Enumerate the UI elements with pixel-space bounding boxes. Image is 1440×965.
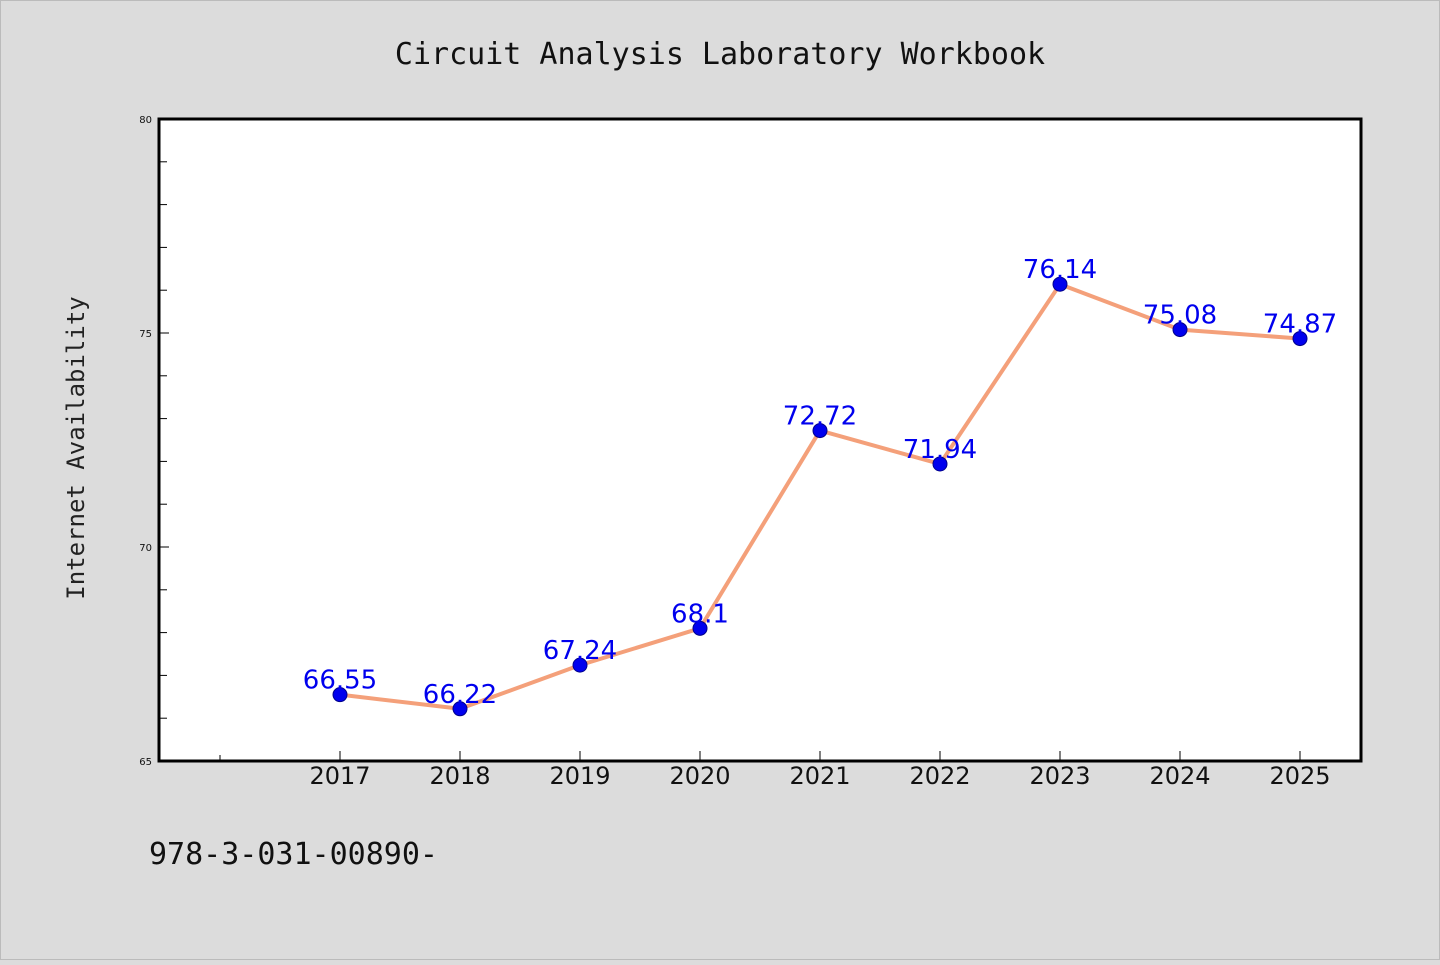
x-tick-label: 2024	[1149, 762, 1210, 790]
data-label: 71.94	[903, 435, 977, 465]
x-tick-label: 2025	[1269, 762, 1330, 790]
series-layer: 66.55 66.22 67.24 68.1 72.72 71.94 76.14 75.08 7…	[303, 255, 1337, 717]
y-tick-label: 70	[139, 543, 152, 554]
x-tick-label: 2018	[429, 762, 490, 790]
data-label: 67.24	[543, 636, 617, 666]
data-point	[812, 423, 828, 439]
y-tick-label: 65	[139, 757, 152, 768]
x-axis: 2017 2018 2019 2020 2021 2022 2023 2024 2025	[219, 751, 1331, 790]
y-axis-label: Internet Availability	[62, 296, 90, 599]
data-point	[452, 701, 468, 717]
data-point	[572, 657, 588, 673]
data-label: 72.72	[783, 402, 857, 432]
data-point	[1052, 276, 1068, 292]
data-point	[1172, 322, 1188, 338]
chart-title: Circuit Analysis Laboratory Workbook	[395, 37, 1045, 72]
data-point	[692, 620, 708, 636]
x-tick-label: 2021	[789, 762, 850, 790]
x-tick-label: 2023	[1029, 762, 1090, 790]
data-point	[1292, 331, 1308, 347]
y-axis: 65 70 75 80	[139, 115, 169, 768]
data-label: 74.87	[1263, 310, 1337, 340]
x-tick-label: 2019	[549, 762, 610, 790]
data-point	[332, 687, 348, 703]
isbn-footer: 978-3-031-00890-	[149, 837, 438, 872]
y-tick-label: 75	[139, 329, 152, 340]
data-label: 68.1	[671, 599, 729, 629]
data-label: 75.08	[1143, 301, 1217, 331]
data-point	[932, 456, 948, 472]
plot-area	[157, 117, 1363, 763]
y-tick-label: 80	[139, 115, 152, 126]
data-label: 76.14	[1023, 255, 1097, 285]
x-tick-label: 2022	[909, 762, 970, 790]
data-label: 66.22	[423, 680, 497, 710]
x-tick-label: 2017	[309, 762, 370, 790]
data-label: 66.55	[303, 666, 377, 696]
x-tick-label: 2020	[669, 762, 730, 790]
